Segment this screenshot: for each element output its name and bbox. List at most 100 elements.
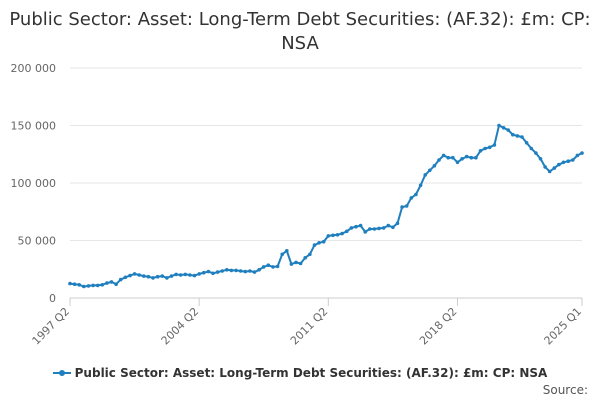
- legend[interactable]: Public Sector: Asset: Long-Term Debt Sec…: [0, 366, 600, 380]
- data-point[interactable]: [123, 275, 128, 280]
- data-point[interactable]: [474, 155, 478, 160]
- data-point[interactable]: [501, 126, 506, 130]
- data-point[interactable]: [289, 262, 294, 266]
- data-point[interactable]: [414, 192, 418, 197]
- data-point[interactable]: [340, 231, 344, 236]
- data-point[interactable]: [561, 160, 566, 165]
- data-point[interactable]: [446, 155, 451, 160]
- data-point[interactable]: [575, 153, 580, 158]
- data-point[interactable]: [524, 141, 529, 145]
- data-point[interactable]: [487, 145, 492, 150]
- data-point[interactable]: [82, 284, 86, 289]
- data-point[interactable]: [137, 273, 141, 277]
- data-point[interactable]: [109, 280, 114, 284]
- data-point[interactable]: [202, 270, 206, 275]
- data-point[interactable]: [395, 221, 400, 226]
- data-point[interactable]: [321, 239, 326, 244]
- data-point[interactable]: [155, 274, 160, 279]
- data-point[interactable]: [308, 252, 312, 257]
- data-point[interactable]: [169, 274, 174, 278]
- data-point[interactable]: [285, 249, 289, 253]
- data-point[interactable]: [132, 272, 137, 276]
- data-point[interactable]: [368, 227, 372, 231]
- data-point[interactable]: [529, 146, 534, 151]
- data-point[interactable]: [381, 226, 386, 230]
- data-point[interactable]: [234, 268, 238, 273]
- data-point[interactable]: [298, 261, 303, 266]
- data-point[interactable]: [363, 230, 368, 234]
- data-point[interactable]: [534, 151, 538, 155]
- data-point[interactable]: [146, 274, 151, 279]
- data-point[interactable]: [257, 268, 261, 272]
- data-point[interactable]: [151, 276, 155, 280]
- data-point[interactable]: [211, 271, 215, 276]
- data-point[interactable]: [86, 284, 91, 288]
- data-point[interactable]: [437, 158, 441, 162]
- data-point[interactable]: [354, 224, 358, 229]
- data-point[interactable]: [372, 227, 377, 231]
- data-point[interactable]: [515, 134, 520, 138]
- data-point[interactable]: [552, 166, 557, 170]
- data-point[interactable]: [460, 157, 464, 161]
- data-point[interactable]: [326, 234, 331, 238]
- series-line[interactable]: [68, 123, 584, 289]
- data-point[interactable]: [455, 160, 460, 165]
- data-point[interactable]: [451, 155, 455, 160]
- data-point[interactable]: [95, 283, 100, 288]
- data-point[interactable]: [543, 165, 547, 169]
- data-point[interactable]: [358, 223, 363, 228]
- data-point[interactable]: [478, 149, 483, 153]
- data-point[interactable]: [497, 123, 501, 128]
- data-point[interactable]: [580, 151, 584, 155]
- data-point[interactable]: [128, 273, 132, 278]
- data-point[interactable]: [271, 265, 275, 269]
- data-point[interactable]: [118, 277, 123, 282]
- data-point[interactable]: [432, 164, 437, 168]
- data-point[interactable]: [349, 226, 354, 230]
- data-point[interactable]: [220, 269, 224, 273]
- data-point[interactable]: [404, 204, 409, 208]
- data-point[interactable]: [160, 274, 165, 278]
- credits[interactable]: Source:: [542, 383, 588, 397]
- series-path[interactable]: [69, 124, 583, 288]
- data-point[interactable]: [464, 154, 469, 159]
- data-point[interactable]: [335, 233, 340, 237]
- data-point[interactable]: [557, 162, 561, 167]
- data-point[interactable]: [345, 229, 349, 234]
- data-point[interactable]: [178, 273, 183, 277]
- data-point[interactable]: [114, 282, 118, 287]
- data-point[interactable]: [409, 196, 414, 200]
- data-point[interactable]: [294, 260, 298, 265]
- data-point[interactable]: [188, 273, 192, 277]
- data-point[interactable]: [303, 255, 308, 260]
- data-point[interactable]: [165, 276, 169, 280]
- data-point[interactable]: [571, 158, 575, 162]
- data-point[interactable]: [225, 268, 229, 272]
- data-point[interactable]: [183, 272, 188, 277]
- data-point[interactable]: [100, 283, 105, 287]
- data-point[interactable]: [317, 241, 321, 245]
- data-point[interactable]: [386, 223, 391, 228]
- data-point[interactable]: [72, 282, 77, 287]
- data-point[interactable]: [506, 128, 511, 132]
- data-point[interactable]: [423, 173, 428, 177]
- data-point[interactable]: [566, 159, 570, 163]
- data-point[interactable]: [206, 269, 211, 274]
- data-point[interactable]: [248, 269, 252, 273]
- data-point[interactable]: [77, 283, 81, 287]
- data-point[interactable]: [520, 135, 524, 139]
- data-point[interactable]: [238, 269, 243, 273]
- data-point[interactable]: [469, 155, 474, 160]
- data-point[interactable]: [197, 272, 201, 276]
- data-point[interactable]: [428, 168, 432, 173]
- data-point[interactable]: [275, 264, 280, 269]
- data-point[interactable]: [400, 205, 404, 209]
- data-point[interactable]: [511, 132, 515, 137]
- data-point[interactable]: [441, 153, 446, 158]
- data-point[interactable]: [252, 270, 257, 274]
- data-point[interactable]: [547, 169, 552, 174]
- data-point[interactable]: [91, 283, 95, 288]
- data-point[interactable]: [418, 183, 423, 188]
- data-point[interactable]: [68, 281, 72, 286]
- data-point[interactable]: [142, 274, 146, 278]
